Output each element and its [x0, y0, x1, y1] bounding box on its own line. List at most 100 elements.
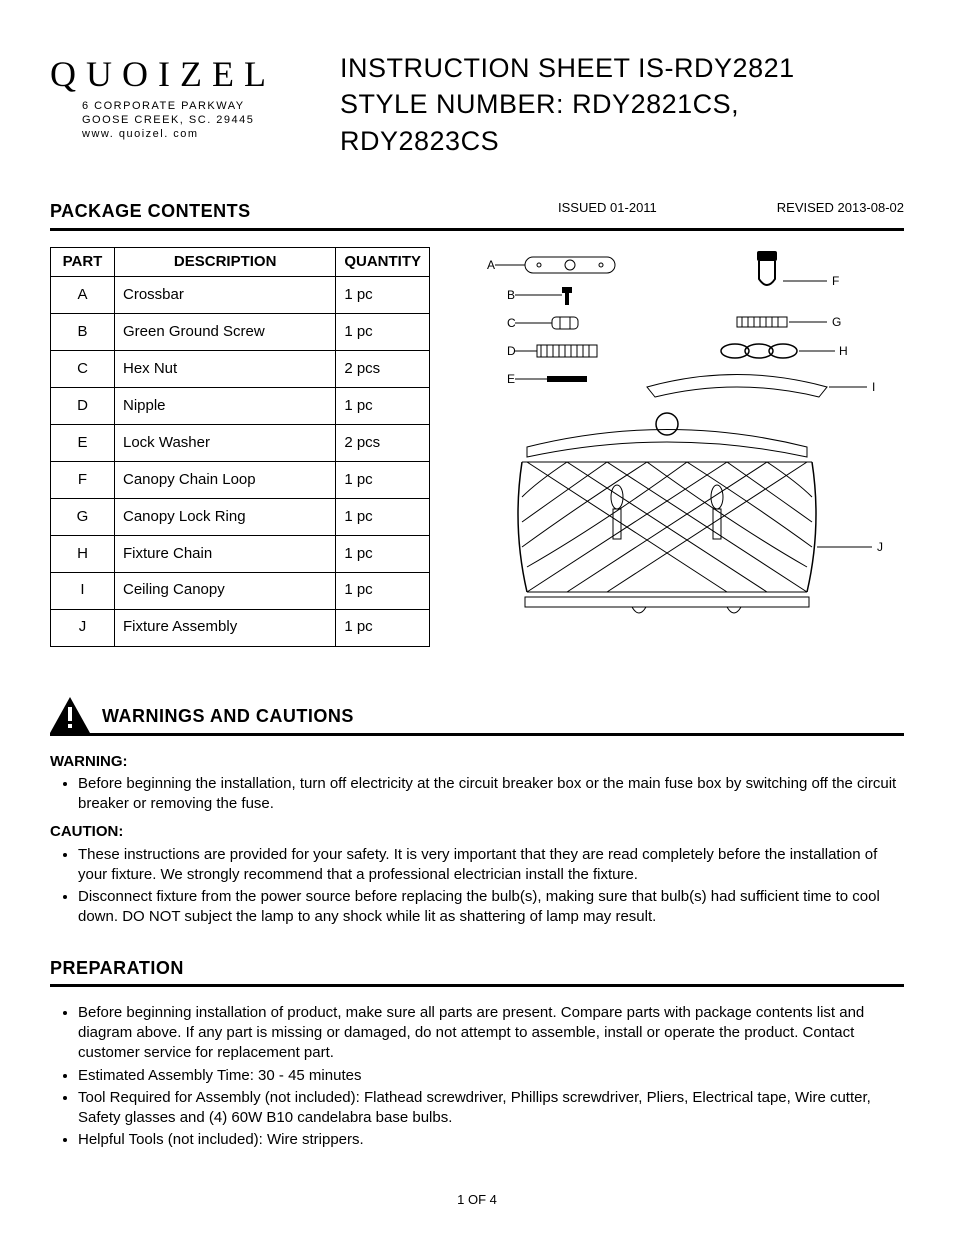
- cell-desc: Lock Washer: [115, 424, 336, 461]
- package-heading-row: PACKAGE CONTENTS ISSUED 01-2011 REVISED …: [50, 199, 904, 227]
- warning-triangle-icon: [50, 697, 90, 733]
- warnings-body: WARNING: Before beginning the installati…: [50, 752, 904, 928]
- th-part: PART: [51, 247, 115, 276]
- cell-part: F: [51, 461, 115, 498]
- section-rule-warnings: [50, 733, 904, 736]
- cell-part: E: [51, 424, 115, 461]
- cell-qty: 2 pcs: [336, 350, 430, 387]
- diagram-label-a: A: [487, 258, 495, 272]
- table-row: GCanopy Lock Ring1 pc: [51, 498, 430, 535]
- address-line-1: 6 CORPORATE PARKWAY: [82, 99, 310, 113]
- revised-value: 2013-08-02: [838, 200, 905, 215]
- section-rule-prep: [50, 984, 904, 987]
- preparation-list: Before beginning installation of product…: [50, 1003, 904, 1151]
- revised-label: REVISED: [777, 200, 834, 215]
- title-value-1: IS-RDY2821: [638, 53, 795, 83]
- th-desc: DESCRIPTION: [115, 247, 336, 276]
- cell-qty: 1 pc: [336, 313, 430, 350]
- diagram-label-h: H: [839, 344, 848, 358]
- table-row: CHex Nut2 pcs: [51, 350, 430, 387]
- cell-part: I: [51, 572, 115, 609]
- table-row: ACrossbar1 pc: [51, 276, 430, 313]
- diagram-svg: A B C D: [467, 247, 897, 647]
- cell-part: C: [51, 350, 115, 387]
- preparation-body: Before beginning installation of product…: [50, 1003, 904, 1151]
- brand-logo: QUOIZEL: [50, 50, 310, 99]
- page-number: 1 OF 4: [50, 1191, 904, 1209]
- warning-list: Before beginning the installation, turn …: [50, 774, 904, 815]
- warning-label: WARNING:: [50, 753, 128, 770]
- cell-desc: Green Ground Screw: [115, 313, 336, 350]
- title-block: INSTRUCTION SHEET IS-RDY2821 STYLE NUMBE…: [340, 50, 904, 159]
- package-heading: PACKAGE CONTENTS: [50, 199, 251, 223]
- section-rule: [50, 228, 904, 231]
- table-row: BGreen Ground Screw1 pc: [51, 313, 430, 350]
- cell-qty: 1 pc: [336, 276, 430, 313]
- warnings-heading: WARNINGS AND CAUTIONS: [102, 704, 354, 728]
- package-contents-row: PART DESCRIPTION QUANTITY ACrossbar1 pcB…: [50, 247, 904, 647]
- cell-part: G: [51, 498, 115, 535]
- diagram-label-i: I: [872, 380, 875, 394]
- revised: REVISED 2013-08-02: [777, 199, 904, 217]
- diagram-label-j: J: [877, 540, 883, 554]
- diagram-label-f: F: [832, 274, 839, 288]
- cell-part: B: [51, 313, 115, 350]
- diagram-label-c: C: [507, 316, 516, 330]
- list-item: These instructions are provided for your…: [78, 845, 904, 886]
- cell-desc: Ceiling Canopy: [115, 572, 336, 609]
- issued: ISSUED 01-2011: [558, 199, 657, 217]
- cell-part: D: [51, 387, 115, 424]
- table-row: HFixture Chain1 pc: [51, 535, 430, 572]
- list-item: Disconnect fixture from the power source…: [78, 887, 904, 928]
- cell-desc: Canopy Chain Loop: [115, 461, 336, 498]
- cell-part: H: [51, 535, 115, 572]
- list-item: Before beginning installation of product…: [78, 1003, 904, 1064]
- title-label-1: INSTRUCTION SHEET: [340, 53, 630, 83]
- table-row: ICeiling Canopy1 pc: [51, 572, 430, 609]
- parts-diagram: A B C D: [460, 247, 904, 647]
- list-item: Estimated Assembly Time: 30 - 45 minutes: [78, 1066, 904, 1086]
- cell-part: J: [51, 609, 115, 646]
- cell-part: A: [51, 276, 115, 313]
- issue-meta: ISSUED 01-2011 REVISED 2013-08-02: [558, 199, 904, 217]
- cell-qty: 1 pc: [336, 498, 430, 535]
- cell-qty: 1 pc: [336, 609, 430, 646]
- list-item: Tool Required for Assembly (not included…: [78, 1088, 904, 1129]
- table-header-row: PART DESCRIPTION QUANTITY: [51, 247, 430, 276]
- issued-label: ISSUED: [558, 200, 606, 215]
- caution-list: These instructions are provided for your…: [50, 845, 904, 928]
- preparation-heading: PREPARATION: [50, 956, 904, 980]
- diagram-label-g: G: [832, 315, 841, 329]
- cell-qty: 2 pcs: [336, 424, 430, 461]
- diagram-label-b: B: [507, 288, 515, 302]
- table-row: FCanopy Chain Loop1 pc: [51, 461, 430, 498]
- title-line-1: INSTRUCTION SHEET IS-RDY2821: [340, 50, 904, 86]
- cell-desc: Hex Nut: [115, 350, 336, 387]
- table-row: JFixture Assembly1 pc: [51, 609, 430, 646]
- cell-qty: 1 pc: [336, 535, 430, 572]
- warnings-heading-row: WARNINGS AND CAUTIONS: [50, 697, 904, 733]
- cell-desc: Nipple: [115, 387, 336, 424]
- diagram-label-d: D: [507, 344, 516, 358]
- address-line-2: GOOSE CREEK, SC. 29445: [82, 113, 310, 127]
- document-header: QUOIZEL 6 CORPORATE PARKWAY GOOSE CREEK,…: [50, 50, 904, 159]
- brand-url: www. quoizel. com: [82, 127, 310, 141]
- cell-desc: Canopy Lock Ring: [115, 498, 336, 535]
- diagram-label-e: E: [507, 372, 515, 386]
- logo-block: QUOIZEL 6 CORPORATE PARKWAY GOOSE CREEK,…: [50, 50, 310, 159]
- table-row: ELock Washer2 pcs: [51, 424, 430, 461]
- cell-qty: 1 pc: [336, 461, 430, 498]
- cell-desc: Fixture Chain: [115, 535, 336, 572]
- list-item: Helpful Tools (not included): Wire strip…: [78, 1130, 904, 1150]
- th-qty: QUANTITY: [336, 247, 430, 276]
- title-line-2: STYLE NUMBER: RDY2821CS, RDY2823CS: [340, 86, 904, 159]
- list-item: Before beginning the installation, turn …: [78, 774, 904, 815]
- cell-qty: 1 pc: [336, 572, 430, 609]
- cell-desc: Fixture Assembly: [115, 609, 336, 646]
- parts-table: PART DESCRIPTION QUANTITY ACrossbar1 pcB…: [50, 247, 430, 647]
- title-label-2: STYLE NUMBER:: [340, 89, 564, 119]
- issued-value: 01-2011: [610, 200, 657, 215]
- cell-desc: Crossbar: [115, 276, 336, 313]
- table-row: DNipple1 pc: [51, 387, 430, 424]
- cell-qty: 1 pc: [336, 387, 430, 424]
